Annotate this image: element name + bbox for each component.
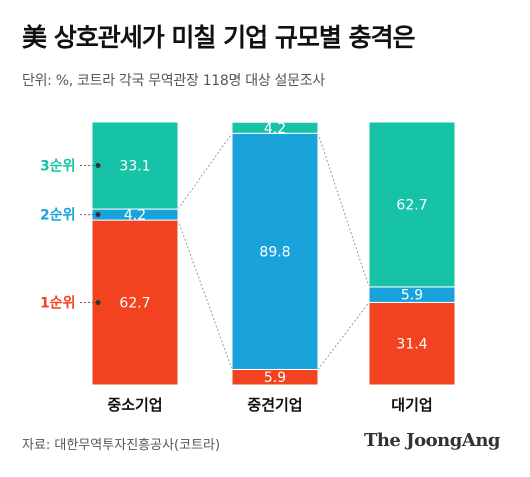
legend-dot [95, 163, 101, 169]
data-label-2-3: 4.2 [264, 121, 286, 137]
data-label-3-2: 5.9 [401, 288, 423, 304]
chart-subtitle: 단위: %, 코트라 각국 무역관장 118명 대상 설문조사 [22, 73, 325, 89]
connector-line [317, 302, 370, 370]
data-label-1-2: 4.2 [124, 208, 146, 224]
brand-logo: The JoongAng [363, 430, 501, 451]
bar-segment-1-3 [91, 121, 179, 210]
bars-group [91, 121, 456, 386]
data-label-1-1: 62.7 [119, 296, 150, 312]
data-label-3-1: 31.4 [396, 337, 427, 353]
category-label-2: 중견기업 [247, 396, 302, 414]
legend-label-1: 1순위 [40, 296, 76, 312]
labels-group: 62.7 4.2 33.1 중소기업 5.9 89.8 4.2 중견기업 31.4 5.9 62.7… [40, 121, 433, 414]
legend-dot [95, 300, 101, 306]
category-label-3: 대기업 [391, 396, 432, 414]
source-note: 자료: 대한무역투자진흥공사(코트라) [22, 438, 221, 453]
legend-dot [95, 212, 101, 218]
data-label-3-3: 62.7 [396, 197, 427, 213]
connector-line [317, 133, 370, 288]
legend-label-3: 3순위 [40, 159, 76, 175]
connector-lines [177, 133, 370, 370]
connector-line [177, 133, 233, 210]
data-label-2-1: 5.9 [264, 370, 286, 386]
bar-segment-1-1 [91, 219, 179, 386]
chart-title: 美 상호관세가 미칠 기업 규모별 충격은 [22, 23, 416, 52]
data-label-1-3: 33.1 [119, 159, 150, 175]
bar-segment-2-3 [231, 121, 319, 134]
category-label-1: 중소기업 [107, 396, 162, 414]
legend-label-2: 2순위 [40, 208, 76, 224]
bar-segment-3-3 [368, 121, 456, 288]
data-label-2-2: 89.8 [259, 244, 290, 260]
connector-line [177, 219, 233, 370]
